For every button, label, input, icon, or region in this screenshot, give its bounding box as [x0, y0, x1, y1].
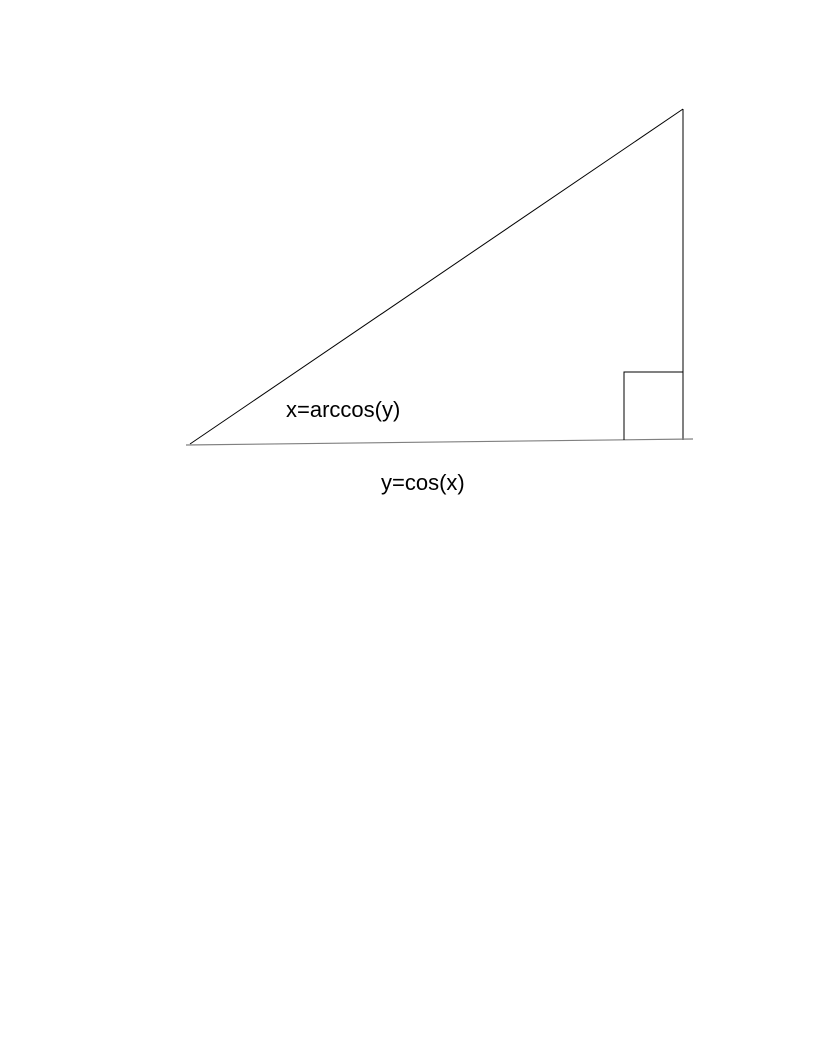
- right-angle-marker: [623, 371, 683, 440]
- base-label: y=cos(x): [381, 470, 465, 495]
- angle-label: x=arccos(y): [286, 397, 401, 422]
- base-line: [185, 438, 694, 446]
- hypotenuse-line: [189, 108, 684, 445]
